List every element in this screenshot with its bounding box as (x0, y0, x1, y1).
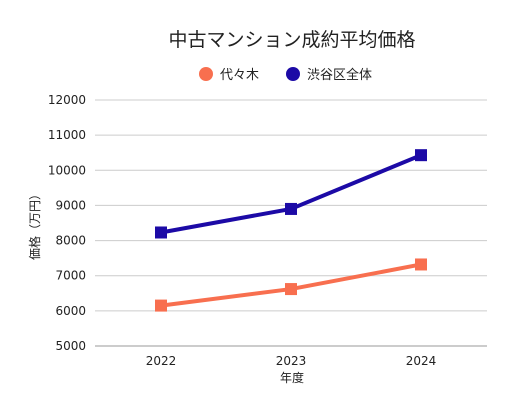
data-point-marker (285, 202, 297, 215)
data-point-marker (415, 258, 427, 271)
legend-swatch (286, 67, 300, 81)
data-point-marker (285, 283, 297, 296)
legend-label: 代々木 (220, 68, 259, 83)
chart-title: 中古マンション成約平均価格 (168, 29, 415, 51)
y-tick-label: 12000 (48, 93, 86, 107)
data-point-marker (415, 149, 427, 162)
y-axis-title: 価格（万円） (27, 188, 42, 260)
y-tick-label: 6000 (55, 304, 86, 318)
x-axis-title: 年度 (280, 370, 304, 385)
y-tick-label: 8000 (55, 234, 86, 248)
x-tick-label: 2022 (146, 354, 177, 368)
legend-label: 渋谷区全体 (307, 67, 372, 83)
y-tick-label: 5000 (55, 339, 86, 353)
y-tick-label: 11000 (48, 128, 86, 142)
legend-item: 代々木 (199, 67, 259, 83)
series-layer (155, 149, 427, 312)
x-tick-label: 2023 (276, 354, 307, 368)
series-代々木 (155, 258, 427, 312)
series-line (159, 153, 423, 235)
x-tick-label: 2024 (406, 354, 437, 368)
legend-swatch (199, 67, 213, 81)
y-tick-label: 10000 (48, 163, 86, 177)
legend-item: 渋谷区全体 (286, 67, 372, 83)
y-tick-label: 9000 (55, 198, 86, 212)
gridlines (95, 99, 487, 347)
y-axis-ticks: 5000 6000 7000 8000 9000 10000 11000 12000 (48, 93, 86, 353)
legend: 代々木 渋谷区全体 (199, 67, 372, 83)
y-tick-label: 7000 (55, 269, 86, 283)
data-point-marker (155, 299, 167, 312)
x-axis-ticks: 2022 2023 2024 (146, 354, 437, 368)
data-point-marker (155, 226, 167, 239)
series-渋谷区全体 (155, 149, 427, 239)
